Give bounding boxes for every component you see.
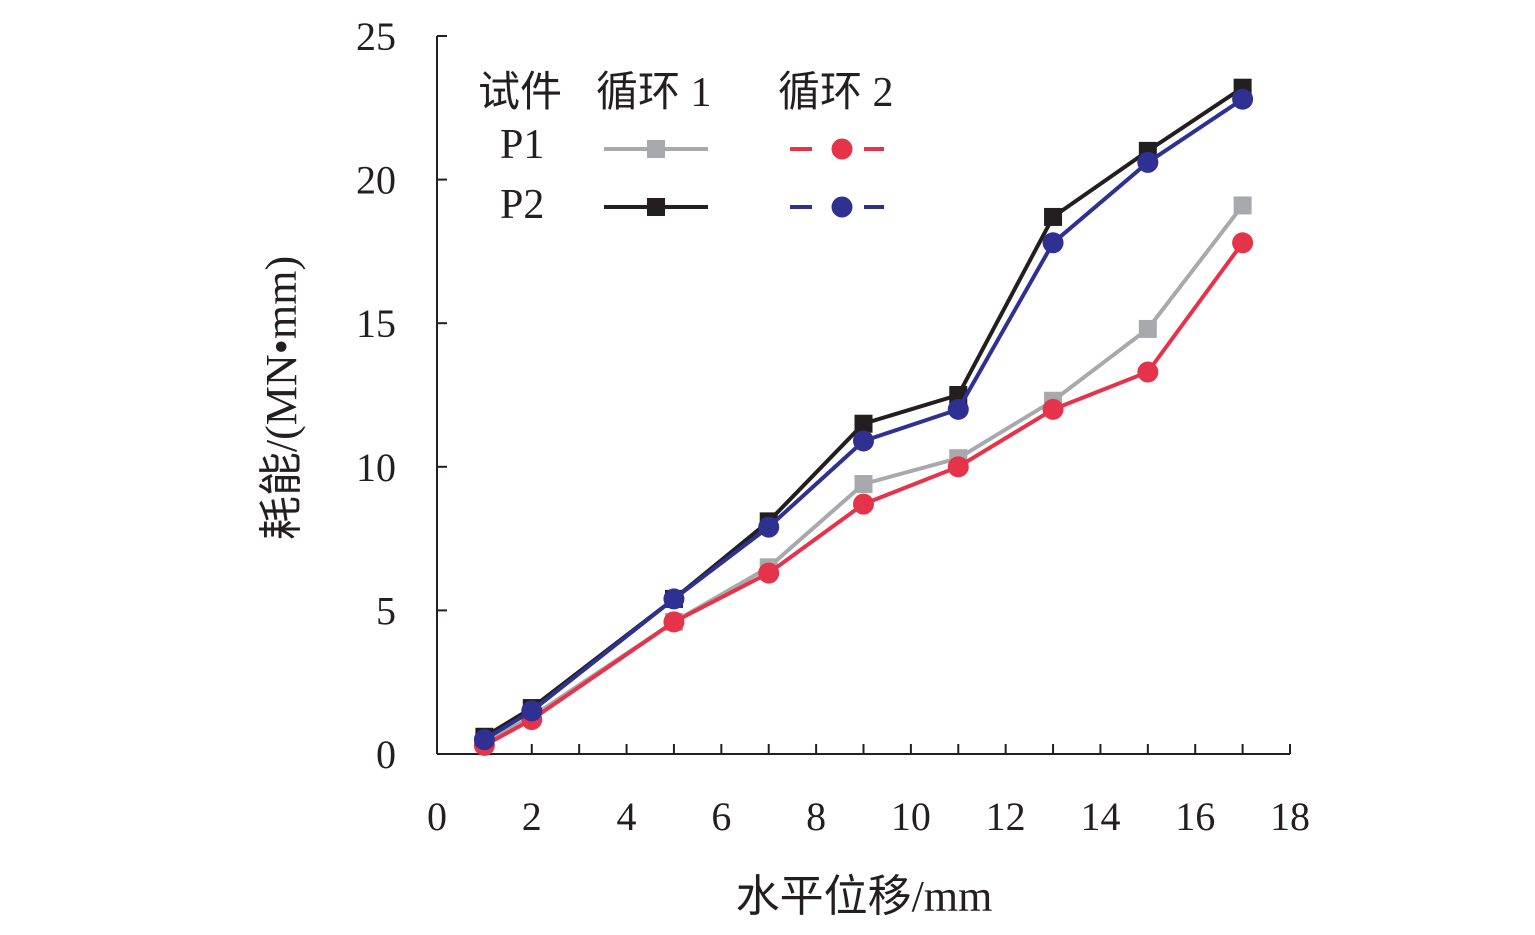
series-p1-cycle2	[473, 232, 1254, 756]
series-layer	[473, 78, 1254, 756]
legend-swatch-marker	[647, 198, 665, 216]
data-point	[473, 729, 495, 751]
x-tick-label: 12	[986, 794, 1026, 839]
data-point	[521, 700, 543, 722]
legend-swatch-marker	[831, 196, 853, 218]
data-point	[1042, 232, 1064, 254]
series-p2-cycle2	[473, 88, 1254, 751]
series-p1-cycle1	[475, 196, 1252, 752]
axes: 0 2 4 6 8 10 12 14 16 18 0 5 10 15 20 25	[356, 14, 1310, 839]
x-tick-label: 8	[806, 794, 826, 839]
legend-header-cycle1: 循环 1	[596, 70, 712, 116]
x-tick-label: 6	[711, 794, 731, 839]
y-tick-label: 20	[356, 158, 396, 203]
legend-header-cycle2: 循环 2	[778, 70, 894, 116]
legend-header-specimen: 试件	[478, 70, 562, 116]
x-axis-title: 水平位移/mm	[736, 872, 993, 921]
series-p2-cycle1	[475, 78, 1252, 746]
x-tick-label: 10	[891, 794, 931, 839]
data-point	[853, 430, 874, 452]
data-point	[1232, 232, 1254, 254]
data-point	[1137, 361, 1159, 383]
y-tick-label: 25	[356, 14, 396, 59]
legend-row-p1: P1	[500, 122, 544, 168]
x-tick-label: 16	[1175, 794, 1215, 839]
x-tick-label: 0	[427, 794, 447, 839]
legend: 试件 循环 1 循环 2 P1 P2	[478, 70, 894, 228]
y-tick-label: 15	[356, 301, 396, 346]
series-line	[483, 204, 1245, 745]
data-point	[853, 493, 874, 515]
data-point	[1044, 207, 1063, 226]
data-point	[1042, 398, 1064, 420]
data-point	[947, 456, 969, 478]
legend-row-p2: P2	[500, 182, 544, 228]
y-tick-label: 5	[376, 588, 396, 633]
y-tick-label: 10	[356, 445, 396, 490]
data-point	[758, 562, 780, 584]
data-point	[854, 475, 873, 494]
data-point	[947, 398, 969, 420]
data-point	[1232, 88, 1254, 110]
x-tick-label: 2	[522, 794, 542, 839]
y-tick-label: 0	[376, 732, 396, 777]
legend-swatch-marker	[647, 140, 665, 158]
data-point	[758, 516, 780, 538]
x-tick-label: 18	[1270, 794, 1310, 839]
data-point	[663, 611, 685, 633]
x-tick-label: 4	[617, 794, 637, 839]
legend-swatch-marker	[831, 138, 853, 160]
data-point	[1137, 151, 1159, 173]
x-tick-label: 14	[1080, 794, 1120, 839]
data-point	[854, 414, 873, 433]
data-point	[663, 588, 685, 610]
y-axis-title: 耗能/(MN•mm)	[257, 256, 306, 540]
series-line	[483, 86, 1244, 739]
data-point	[1138, 319, 1157, 338]
data-point	[1233, 196, 1252, 215]
